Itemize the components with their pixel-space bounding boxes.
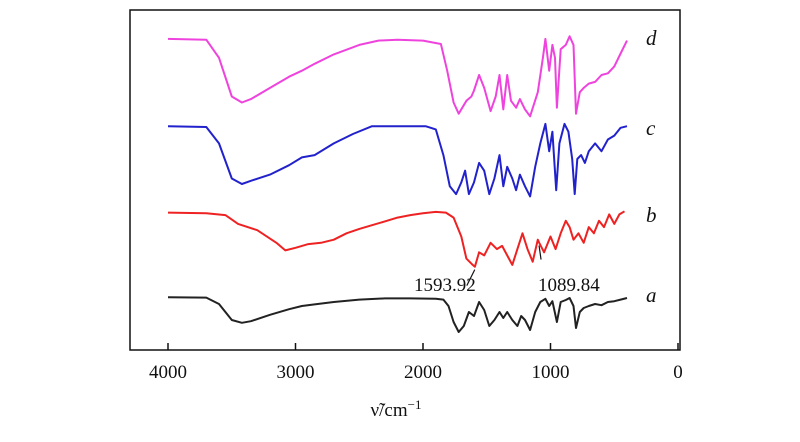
series-label-d: d — [646, 26, 657, 50]
x-tick-label: 1000 — [532, 362, 570, 383]
series-line-d — [167, 35, 628, 118]
series-label-c: c — [646, 116, 656, 140]
series-label-a: a — [646, 283, 657, 307]
x-tick-label: 0 — [673, 362, 683, 383]
series-line-a — [167, 296, 628, 333]
x-tick-label: 3000 — [277, 362, 315, 383]
annotation-label: 1593.92 — [414, 275, 476, 296]
x-tick-label: 2000 — [404, 362, 442, 383]
x-tick-label: 4000 — [149, 362, 187, 383]
x-axis-label: ν̃/cm−1 — [371, 397, 422, 421]
annotation-leader — [466, 269, 476, 286]
annotations: 1593.92 1089.84 — [414, 245, 600, 296]
series-line-c — [167, 122, 628, 198]
series-labels: d c b a — [646, 26, 657, 307]
x-axis-ticks: 4000 3000 2000 1000 0 — [149, 343, 683, 383]
series-label-b: b — [646, 203, 657, 227]
series-group — [167, 35, 628, 333]
annotation-label: 1089.84 — [538, 275, 600, 296]
annotation-leader — [538, 245, 542, 260]
series-line-b — [167, 210, 626, 268]
plot-frame — [129, 9, 681, 351]
